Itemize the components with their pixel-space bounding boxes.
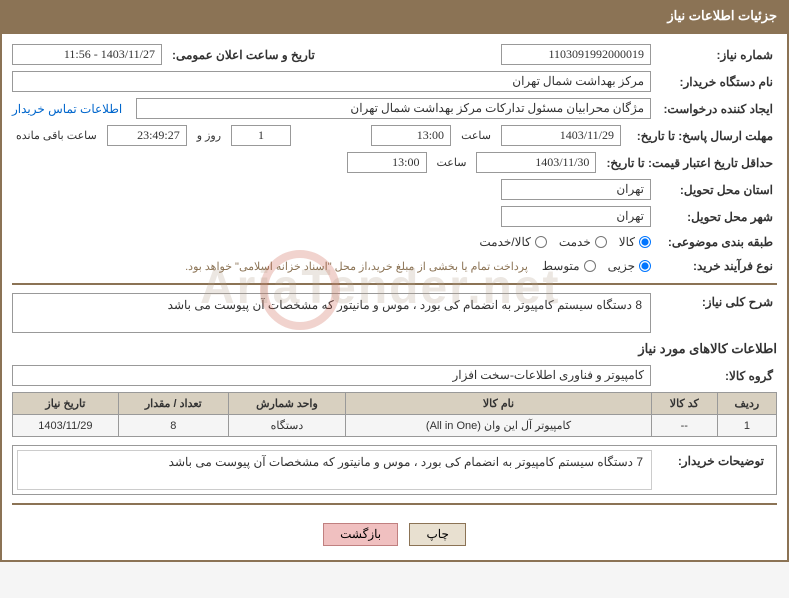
purchase-type-label: نوع فرآیند خرید: [657,257,777,275]
th-qty: تعداد / مقدار [118,393,228,415]
category-goods-label: کالا [619,235,635,249]
purchase-note: پرداخت تمام یا بخشی از مبلغ خرید،از محل … [185,260,528,273]
th-date: تاریخ نیاز [13,393,119,415]
category-service-label: خدمت [559,235,591,249]
goods-group-label: گروه کالا: [657,367,777,385]
divider-2 [12,503,777,505]
goods-group-field: کامپیوتر و فناوری اطلاعات-سخت افزار [12,365,651,386]
purchase-type-radio-group: جزیی متوسط [542,259,651,273]
days-and-label: روز و [193,129,225,142]
th-unit: واحد شمارش [228,393,345,415]
buyer-contact-link[interactable]: اطلاعات تماس خریدار [12,102,122,116]
response-deadline-date: 1403/11/29 [501,125,621,146]
goods-table: ردیف کد کالا نام کالا واحد شمارش تعداد /… [12,392,777,437]
time-label-1: ساعت [457,129,495,142]
th-code: کد کالا [651,393,717,415]
delivery-city-label: شهر محل تحویل: [657,208,777,226]
th-name: نام کالا [346,393,652,415]
buyer-notes-label: توضیحات خریدار: [652,450,772,490]
goods-info-title: اطلاعات کالاهای مورد نیاز [12,341,777,357]
td-qty: 8 [118,415,228,437]
td-unit: دستگاه [228,415,345,437]
category-goods-service-radio[interactable] [535,236,547,248]
page-header: جزئیات اطلاعات نیاز [0,0,789,32]
announce-date-field: 1403/11/27 - 11:56 [12,44,162,65]
td-date: 1403/11/29 [13,415,119,437]
td-row: 1 [717,415,776,437]
purchase-partial-radio[interactable] [639,260,651,272]
time-label-2: ساعت [433,156,471,169]
remaining-label: ساعت باقی مانده [12,129,101,142]
need-desc-field: 8 دستگاه سیستم کامپیوتر به انضمام کی بور… [12,293,651,333]
divider-1 [12,283,777,285]
purchase-medium-label: متوسط [542,259,580,273]
td-name: کامپیوتر آل این وان (All in One) [346,415,652,437]
category-service-radio[interactable] [595,236,607,248]
need-number-label: شماره نیاز: [657,46,777,64]
remaining-time: 23:49:27 [107,125,187,146]
category-goods-radio[interactable] [639,236,651,248]
buyer-org-label: نام دستگاه خریدار: [657,73,777,91]
content-panel: شماره نیاز: 1103091992000019 تاریخ و ساع… [0,32,789,562]
need-desc-label: شرح کلی نیاز: [657,293,777,311]
price-validity-label: حداقل تاریخ اعتبار قیمت: تا تاریخ: [602,154,777,172]
purchase-medium-radio[interactable] [584,260,596,272]
buyer-notes-section: توضیحات خریدار: 7 دستگاه سیستم کامپیوتر … [12,445,777,495]
purchase-partial-label: جزیی [608,259,635,273]
header-title: جزئیات اطلاعات نیاز [667,8,777,23]
category-goods-service-label: کالا/خدمت [479,235,530,249]
category-label: طبقه بندی موضوعی: [657,233,777,251]
requester-field: مژگان محرابیان مسئول تدارکات مرکز بهداشت… [136,98,651,119]
price-validity-time: 13:00 [347,152,427,173]
response-deadline-label: مهلت ارسال پاسخ: تا تاریخ: [627,127,777,145]
category-radio-group: کالا خدمت کالا/خدمت [479,235,651,249]
delivery-city-field: تهران [501,206,651,227]
td-code: -- [651,415,717,437]
footer-buttons: چاپ بازگشت [12,513,777,550]
buyer-notes-content: 7 دستگاه سیستم کامپیوتر به انضمام کی بور… [17,450,652,490]
response-deadline-time: 13:00 [371,125,451,146]
requester-label: ایجاد کننده درخواست: [657,100,777,118]
remaining-days: 1 [231,125,291,146]
back-button[interactable]: بازگشت [323,523,398,546]
price-validity-date: 1403/11/30 [476,152,596,173]
need-number-field: 1103091992000019 [501,44,651,65]
buyer-org-field: مرکز بهداشت شمال تهران [12,71,651,92]
announce-date-label: تاریخ و ساعت اعلان عمومی: [168,46,319,64]
delivery-province-label: استان محل تحویل: [657,181,777,199]
th-row: ردیف [717,393,776,415]
print-button[interactable]: چاپ [409,523,465,546]
table-row: 1 -- کامپیوتر آل این وان (All in One) دس… [13,415,777,437]
delivery-province-field: تهران [501,179,651,200]
